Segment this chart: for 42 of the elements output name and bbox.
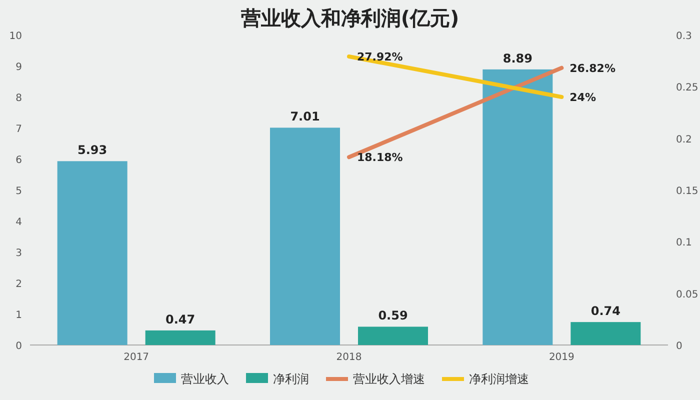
data-label: 24% [570,91,596,104]
y-tick-label: 0 [16,341,22,352]
y2-tick-label: 0.3 [676,31,692,42]
y-tick-label: 4 [16,217,22,228]
y-tick-label: 6 [16,155,22,166]
data-label: 8.89 [502,51,532,66]
x-tick-label: 2018 [336,352,362,363]
legend-label: 净利润增速 [469,372,529,386]
y2-tick-label: 0.15 [676,186,698,197]
y-tick-label: 2 [16,279,22,290]
data-label: 0.47 [166,312,196,326]
y-tick-label: 1 [16,310,22,321]
y2-tick-label: 0.1 [676,238,692,249]
data-label: 5.93 [78,143,108,158]
chart-title: 营业收入和净利润(亿元) [240,6,460,30]
y-tick-label: 9 [16,62,22,73]
bar [270,128,340,345]
bar [482,69,553,345]
bar [358,326,428,345]
y-tick-label: 10 [9,31,22,42]
legend-label: 净利润 [273,372,309,386]
y2-tick-label: 0.05 [676,289,698,300]
data-label: 26.82% [570,62,616,75]
y-tick-label: 3 [16,248,22,259]
y-tick-label: 8 [16,93,22,104]
x-tick-label: 2017 [124,352,150,363]
data-label: 0.59 [378,308,408,323]
y-tick-label: 5 [16,186,22,197]
bar [145,330,216,345]
data-label: 27.92% [357,50,403,64]
y-tick-label: 7 [16,124,22,135]
legend-label: 营业收入增速 [353,372,425,386]
y2-tick-label: 0.25 [676,82,698,94]
y2-tick-label: 0.2 [676,134,692,146]
y2-tick-label: 0 [676,341,682,352]
data-label: 0.74 [590,304,620,318]
x-tick-label: 2019 [548,352,574,363]
bar [570,322,641,345]
data-label: 7.01 [290,110,320,124]
data-label: 18.18% [357,151,403,164]
bar [57,161,128,345]
legend-label: 营业收入 [181,372,229,386]
